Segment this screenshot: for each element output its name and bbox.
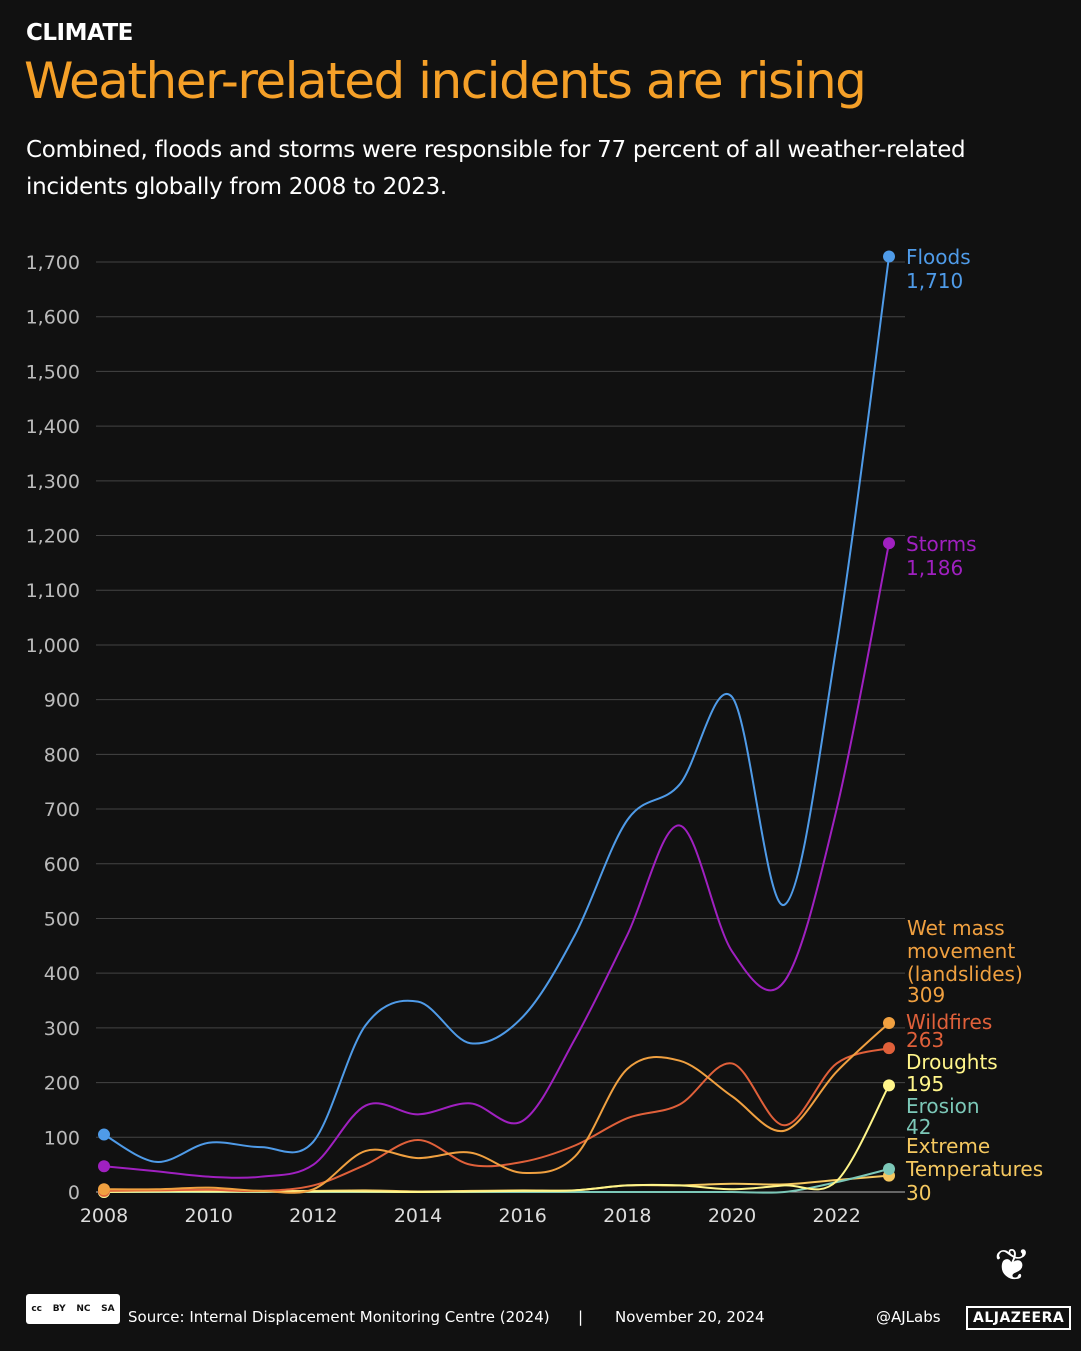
cc-sa: SA [101,1304,115,1314]
y-tick-label: 700 [44,799,80,821]
kicker: CLIMATE [26,20,133,46]
series-label: Floods [906,245,971,269]
y-tick-label: 800 [44,744,80,766]
end-point [883,1016,895,1029]
end-point [883,1163,895,1176]
aljazeera-logo-icon: ❦ [994,1240,1031,1291]
brand-logo: ALJAZEERA [966,1306,1072,1330]
y-tick-label: 1,300 [26,471,80,493]
x-tick-label: 2012 [289,1205,337,1227]
creative-commons-badge: cc BY NC SA [26,1294,120,1324]
y-tick-label: 1,700 [26,252,80,274]
series-line-storms [103,542,890,1179]
series-end-value: 30 [906,1181,931,1205]
series-label: Extreme [906,1134,990,1158]
source: Source: Internal Displacement Monitoring… [128,1308,550,1326]
cc-nc: NC [76,1304,91,1314]
y-tick-label: 300 [44,1018,80,1040]
end-point [883,250,895,263]
series-end-value: 263 [906,1028,944,1052]
y-tick-label: 200 [44,1073,80,1095]
y-tick-label: 100 [44,1127,80,1149]
y-tick-label: 1,400 [26,416,80,438]
y-tick-label: 1,000 [26,635,80,657]
x-tick-label: 2016 [498,1205,546,1227]
series-label: Wildfires [906,1010,992,1034]
y-tick-label: 900 [44,690,80,712]
series-label: (landslides) [907,962,1023,986]
series-line-droughts [103,1084,890,1194]
date: November 20, 2024 [615,1308,765,1326]
y-tick-label: 0 [68,1182,80,1204]
series-end-value: 195 [906,1072,944,1096]
cc-by: BY [52,1304,66,1314]
series-end-value: 309 [907,983,945,1007]
series-label: Temperatures [905,1157,1043,1181]
series-line-wildfires [103,1047,890,1193]
start-point [98,1128,110,1141]
series-label: Erosion [906,1094,980,1118]
series-end-value: 1,710 [906,269,963,293]
handle: @AJLabs [876,1308,941,1326]
x-tick-label: 2010 [184,1205,232,1227]
end-point [883,537,895,550]
y-tick-label: 400 [44,963,80,985]
x-tick-label: 2020 [708,1205,756,1227]
y-tick-label: 500 [44,908,80,930]
y-tick-label: 1,600 [26,307,80,329]
y-tick-label: 1,500 [26,361,80,383]
series-label: Storms [906,532,977,556]
series-end-value: 42 [906,1115,931,1139]
series-line-floods [103,256,890,1163]
subtitle: Combined, floods and storms were respons… [26,137,966,200]
start-point [98,1183,110,1196]
series-label: Droughts [906,1050,998,1074]
cc-icon: cc [31,1304,43,1314]
start-point [98,1160,110,1173]
series-label: movement [907,939,1015,963]
y-tick-label: 1,100 [26,580,80,602]
y-tick-label: 1,200 [26,526,80,548]
end-point [883,1079,895,1092]
series-line-wet-mass-movement-landslides- [103,1022,890,1194]
separator: | [578,1308,584,1326]
series-end-value: 1,186 [906,556,963,580]
x-tick-label: 2014 [394,1205,442,1227]
x-tick-label: 2008 [80,1205,128,1227]
y-tick-label: 600 [44,854,80,876]
x-tick-label: 2018 [603,1205,651,1227]
page-title: Weather-related incidents are rising [24,52,867,110]
series-label: Wet mass [907,916,1005,940]
end-point [883,1042,895,1055]
x-tick-label: 2022 [812,1205,860,1227]
